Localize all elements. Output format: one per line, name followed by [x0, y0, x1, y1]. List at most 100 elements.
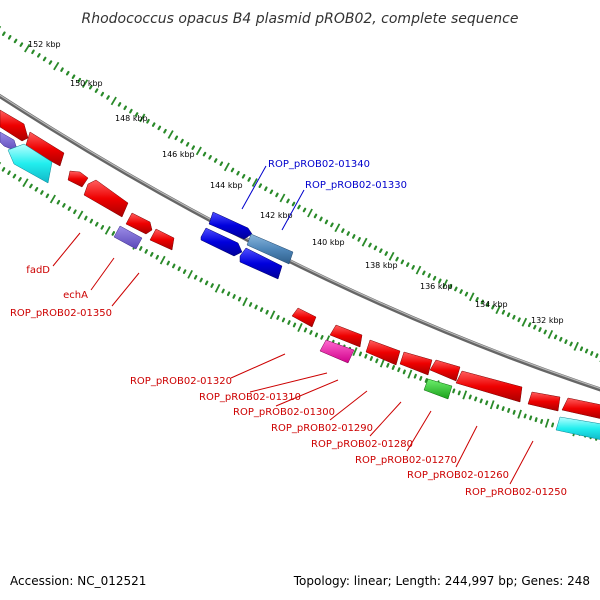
ruler-minor-dot	[88, 84, 93, 90]
ruler-minor-dot	[7, 34, 12, 40]
gene-rop-pROB02-01290[interactable]	[365, 339, 401, 366]
label-rop-pROB02-01300[interactable]: ROP_pROB02-01300	[233, 407, 335, 418]
label-rop-pROB02-01260[interactable]: ROP_pROB02-01260	[407, 470, 509, 481]
gene-rop-pROB02-01330[interactable]	[246, 233, 294, 265]
label-rop-pROB02-01280[interactable]: ROP_pROB02-01280	[311, 439, 413, 450]
ruler-minor-dot	[368, 242, 372, 248]
gene-red-right-a[interactable]	[527, 391, 561, 412]
ruler-minor-dot	[94, 221, 99, 227]
ruler-minor-dot	[357, 237, 361, 242]
ruler-minor-dot	[496, 404, 500, 410]
tick-label-144: 144 kbp	[210, 181, 243, 190]
ruler-minor-dot	[579, 346, 584, 352]
ruler-minor-dot	[210, 283, 214, 288]
label-rop-pROB02-01330[interactable]: ROP_pROB02-01330	[305, 180, 407, 191]
gene-fadD[interactable]	[83, 179, 129, 218]
ruler-minor-dot	[523, 413, 527, 419]
ruler-minor-dot	[221, 288, 225, 294]
gene-red-mid-a[interactable]	[125, 212, 153, 235]
label-rop-pROB02-01250[interactable]: ROP_pROB02-01250	[465, 487, 567, 498]
ruler-minor-dot	[379, 248, 383, 253]
ruler-major-tick	[517, 409, 522, 419]
label-rop-pROB02-01310[interactable]: ROP_pROB02-01310	[199, 392, 301, 403]
outer-ruler	[0, 25, 600, 363]
ruler-minor-dot	[424, 378, 428, 383]
ruler-minor-dot	[180, 138, 184, 144]
forward-labels: ROP_pROB02-01340 ROP_pROB02-01330	[268, 159, 407, 191]
gene-left-1[interactable]	[0, 109, 29, 142]
gene-rop-pROB02-01340[interactable]	[208, 211, 253, 240]
inner-ruler	[0, 161, 600, 445]
ruler-major-tick	[167, 130, 174, 139]
ruler-minor-dot	[19, 42, 24, 47]
ruler-minor-dot	[506, 312, 511, 318]
gene-rev-blue-2[interactable]	[239, 247, 283, 280]
ruler-minor-dot	[62, 203, 66, 208]
ruler-major-tick	[242, 297, 248, 307]
ruler-minor-dot	[291, 201, 296, 207]
ruler-major-tick	[81, 79, 89, 88]
ruler-minor-dot	[172, 263, 176, 269]
gene-rop-pROB02-01320[interactable]	[291, 307, 317, 328]
reverse-leaders	[52, 232, 534, 485]
gene-left-cyan[interactable]	[7, 143, 53, 184]
ruler-minor-dot	[65, 70, 70, 76]
ruler-minor-dot	[457, 390, 461, 396]
label-rop-pROB02-01340[interactable]: ROP_pROB02-01340	[268, 159, 370, 170]
gene-rop-pROB02-01350[interactable]	[149, 228, 175, 251]
gene-rop-pROB02-01300[interactable]	[319, 339, 355, 364]
gene-rop-pROB02-01280[interactable]	[399, 351, 433, 376]
ruler-minor-dot	[144, 249, 148, 254]
ruler-minor-dot	[226, 291, 231, 297]
ruler-minor-dot	[157, 125, 162, 131]
ruler-major-tick	[379, 358, 385, 368]
ruler-minor-dot	[281, 317, 286, 323]
ruler-minor-dot	[48, 60, 53, 65]
label-rop-pROB02-01270[interactable]: ROP_pROB02-01270	[355, 455, 457, 466]
ruler-major-tick	[547, 330, 554, 339]
ruler-minor-dot	[475, 297, 479, 302]
label-rop-pROB02-01350[interactable]: ROP_pROB02-01350	[10, 308, 112, 319]
tick-label-140: 140 kbp	[312, 238, 345, 247]
ruler-minor-dot	[89, 218, 94, 224]
ruler-minor-dot	[341, 228, 345, 233]
gene-cyan-right[interactable]	[555, 416, 600, 440]
ruler-minor-dot	[276, 315, 280, 320]
ruler-minor-dot	[400, 259, 405, 265]
ruler-minor-dot	[479, 398, 483, 404]
label-echA[interactable]: echA	[63, 290, 88, 301]
gene-rop-pROB02-01270[interactable]	[429, 359, 461, 382]
ruler-major-tick	[462, 390, 468, 400]
gene-small-red-1[interactable]	[67, 170, 89, 188]
label-rop-pROB02-01320[interactable]: ROP_pROB02-01320	[130, 376, 232, 387]
ruler-major-tick	[104, 226, 111, 235]
ruler-minor-dot	[551, 422, 555, 428]
gene-rev-blue-1[interactable]	[200, 227, 243, 257]
ruler-minor-dot	[533, 324, 537, 330]
ruler-minor-dot	[199, 277, 203, 283]
ruler-minor-dot	[375, 358, 379, 364]
gene-echA[interactable]	[113, 225, 143, 250]
ruler-minor-dot	[314, 332, 319, 338]
ruler-minor-dot	[237, 296, 242, 302]
label-fadD[interactable]: fadD	[26, 265, 50, 276]
gene-red-right-b[interactable]	[561, 397, 600, 419]
ruler-minor-dot	[413, 373, 417, 379]
ruler-minor-dot	[73, 209, 77, 215]
reverse-labels: fadD echA ROP_pROB02-01350 ROP_pROB02-01…	[10, 265, 567, 498]
ruler-minor-dot	[320, 335, 324, 340]
gene-rop-pROB02-01250[interactable]	[455, 370, 523, 403]
ruler-major-tick	[187, 269, 194, 279]
ruler-minor-dot	[369, 356, 373, 361]
ruler-minor-dot	[13, 38, 18, 44]
ruler-minor-dot	[177, 266, 181, 272]
ruler-minor-dot	[151, 122, 156, 127]
ruler-minor-dot	[230, 167, 235, 173]
ruler-major-tick	[388, 251, 395, 261]
gene-rop-pROB02-01260[interactable]	[423, 378, 453, 400]
label-rop-pROB02-01290[interactable]: ROP_pROB02-01290	[271, 423, 373, 434]
ruler-minor-dot	[512, 314, 516, 320]
gene-rop-pROB02-01310[interactable]	[329, 324, 363, 348]
ruler-minor-dot	[501, 309, 506, 315]
ruler-major-tick	[269, 310, 276, 320]
